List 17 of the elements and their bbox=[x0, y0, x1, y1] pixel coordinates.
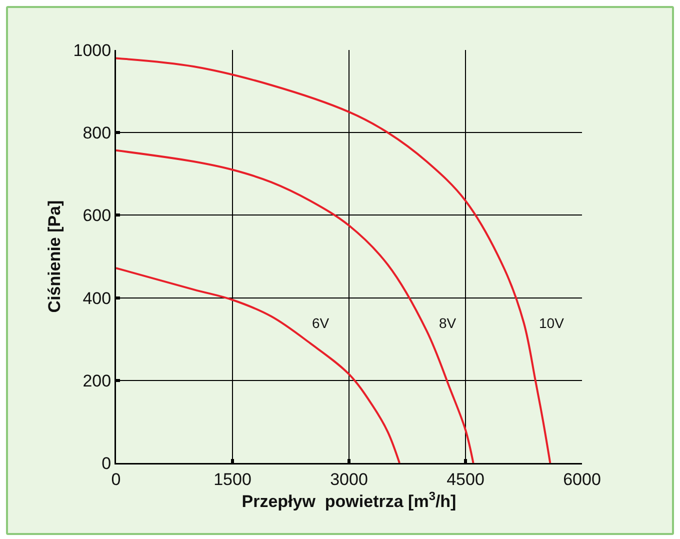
y-tick-label: 600 bbox=[82, 206, 112, 226]
line-series bbox=[116, 267, 400, 463]
line-series bbox=[116, 149, 474, 463]
y-tick-label: 0 bbox=[102, 454, 112, 473]
x-tick-label: 3000 bbox=[330, 470, 368, 489]
y-tick-label: 800 bbox=[82, 124, 112, 143]
annotation: 8V bbox=[439, 315, 457, 331]
x-tick-label: 6000 bbox=[563, 470, 601, 489]
x-tick-label: 1500 bbox=[214, 470, 252, 489]
y-tick-label: 1000 bbox=[73, 40, 112, 60]
annotation: 6V bbox=[312, 315, 330, 331]
y-axis-title: Ciśnienie [Pa] bbox=[45, 200, 64, 313]
y-tick-label: 200 bbox=[82, 371, 112, 390]
x-axis-title: Przepływ powietrza [m$^{3}$/h] bbox=[242, 488, 456, 512]
x-tick-label: 4500 bbox=[446, 470, 484, 489]
y-tick-label: 400 bbox=[82, 288, 112, 308]
annotation: 10V bbox=[539, 315, 565, 331]
